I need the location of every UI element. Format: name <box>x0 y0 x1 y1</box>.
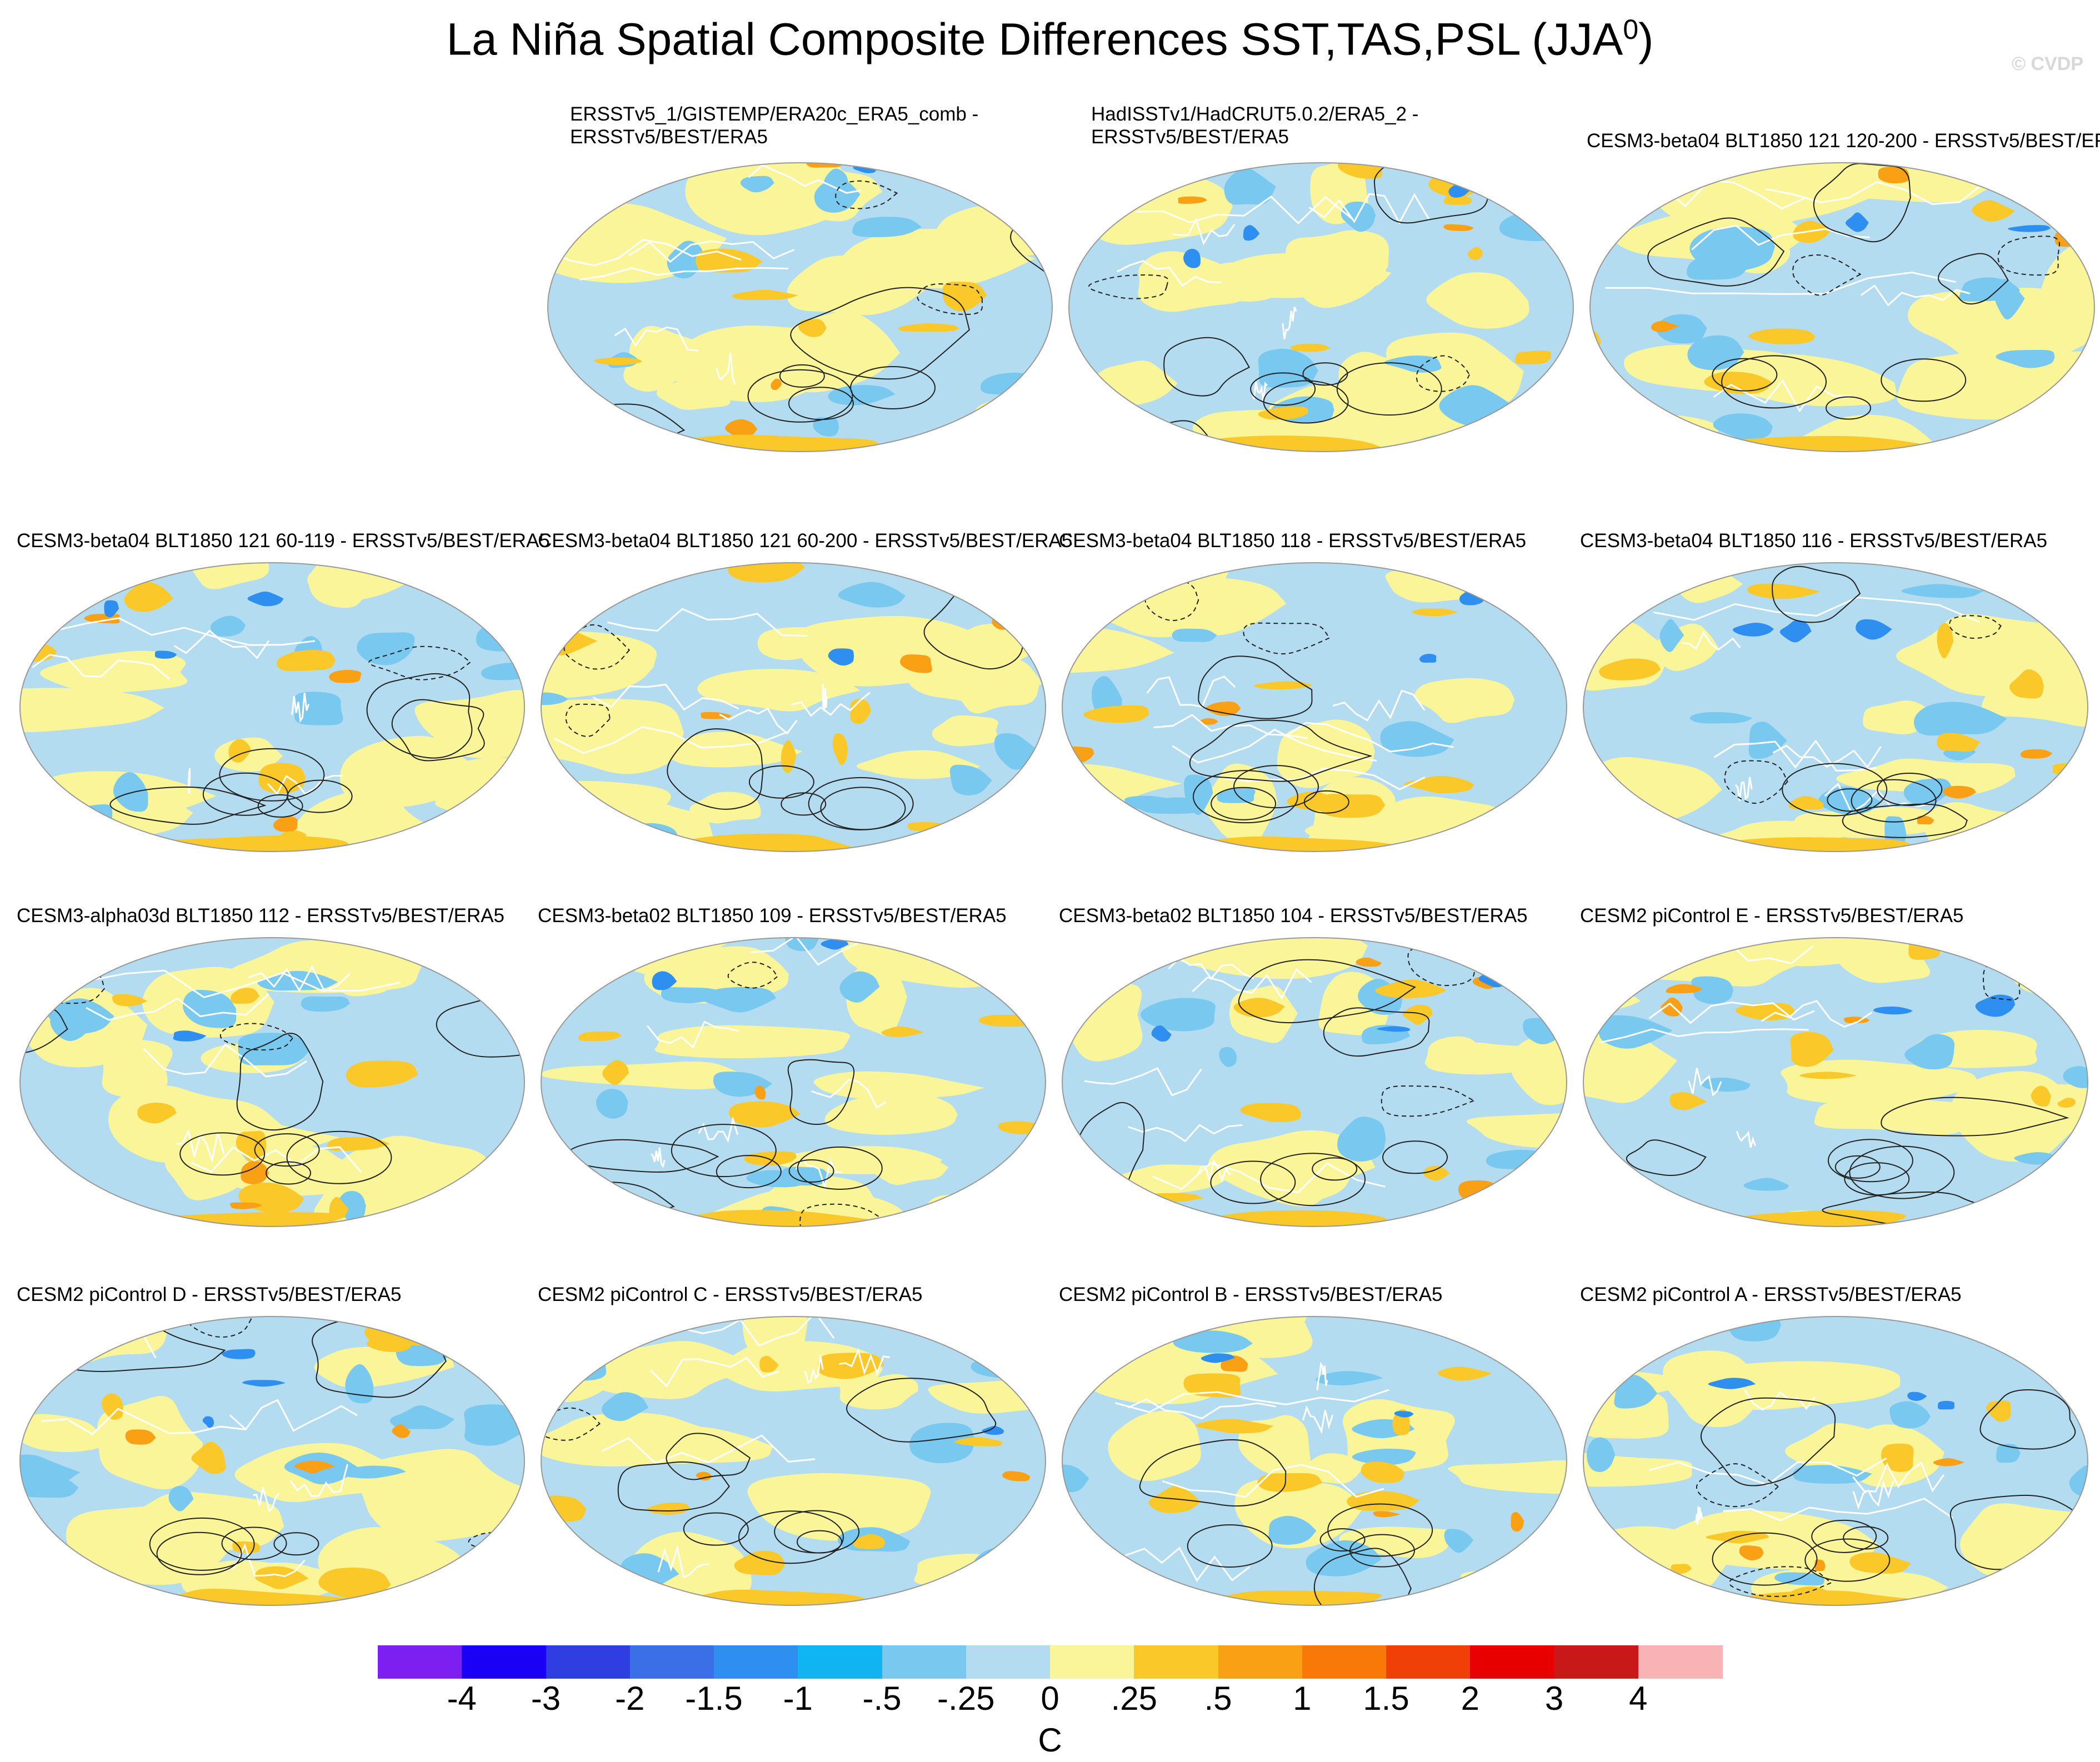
colorbar-tick-label: -.5 <box>862 1680 902 1717</box>
colorbar-tick-label: 3 <box>1544 1680 1564 1717</box>
global-map <box>1583 1316 2088 1606</box>
colorbar-box <box>882 1645 967 1679</box>
cvdp-watermark: © CVDP <box>2012 53 2083 74</box>
map-panel: CESM2 piControl B - ERSSTv5/BEST/ERA5 <box>1059 1257 1581 1612</box>
map-panel: CESM3-beta04 BLT1850 116 - ERSSTv5/BEST/… <box>1580 503 2100 858</box>
colorbar-tick-label: -1 <box>783 1680 813 1717</box>
colorbar-tick-label: .5 <box>1204 1680 1232 1717</box>
global-map <box>1062 1316 1567 1606</box>
global-map <box>1062 937 1567 1227</box>
colorbar-tick-label: 1 <box>1293 1680 1312 1717</box>
colorbar-box <box>462 1645 546 1679</box>
colorbar-box <box>1386 1645 1471 1679</box>
map-panel: CESM2 piControl E - ERSSTv5/BEST/ERA5 <box>1580 878 2100 1233</box>
global-map <box>1068 162 1574 452</box>
map-panel: ERSSTv5_1/GISTEMP/ERA20c_ERA5_comb - ERSS… <box>544 103 1067 458</box>
map-panel: CESM3-beta02 BLT1850 104 - ERSSTv5/BEST/… <box>1059 878 1581 1233</box>
colorbar-tick-label: 1.5 <box>1363 1680 1409 1717</box>
global-map <box>1589 162 2095 452</box>
colorbar-box <box>378 1645 462 1679</box>
panel-title: CESM2 piControl A - ERSSTv5/BEST/ERA5 <box>1580 1284 1962 1305</box>
colorbar-tick-label: -.25 <box>937 1680 995 1717</box>
map-panel: CESM3-beta04 BLT1850 121 120-200 - ERSST… <box>1587 103 2100 458</box>
map-panel: CESM3-beta04 BLT1850 118 - ERSSTv5/BEST/… <box>1059 503 1581 858</box>
panel-title: CESM2 piControl D - ERSSTv5/BEST/ERA5 <box>17 1284 402 1305</box>
global-map <box>19 1316 525 1606</box>
map-panel: CESM2 piControl D - ERSSTv5/BEST/ERA5 <box>17 1257 539 1612</box>
colorbar-box <box>1134 1645 1218 1679</box>
global-map <box>541 1316 1046 1606</box>
colorbar-box <box>629 1645 714 1679</box>
panel-title: HadISSTv1/HadCRUT5.0.2/ERA5_2 - ERSSTv5/B… <box>1091 103 1419 148</box>
global-map <box>1583 562 2088 852</box>
colorbar-tick-label: -4 <box>447 1680 477 1717</box>
global-map <box>541 562 1046 852</box>
colorbar-box <box>1470 1645 1554 1679</box>
panel-title: CESM2 piControl C - ERSSTv5/BEST/ERA5 <box>538 1284 923 1305</box>
panel-title: ERSSTv5_1/GISTEMP/ERA20c_ERA5_comb - ERSS… <box>570 103 979 148</box>
map-panel: CESM2 piControl C - ERSSTv5/BEST/ERA5 <box>538 1257 1060 1612</box>
panel-title: CESM2 piControl E - ERSSTv5/BEST/ERA5 <box>1580 905 1964 927</box>
global-map <box>19 562 525 852</box>
colorbar-tick-label: .25 <box>1111 1680 1157 1717</box>
colorbar-box <box>1554 1645 1639 1679</box>
global-map <box>541 937 1046 1227</box>
colorbar-tick-label: 0 <box>1041 1680 1059 1717</box>
colorbar-tick-label: 2 <box>1461 1680 1479 1717</box>
colorbar-box <box>714 1645 798 1679</box>
colorbar-box <box>1050 1645 1134 1679</box>
colorbar <box>378 1645 1723 1679</box>
colorbar-tick-label: -2 <box>615 1680 645 1717</box>
map-panel: CESM3-beta04 BLT1850 121 60-119 - ERSSTv… <box>17 503 550 858</box>
colorbar-box <box>966 1645 1051 1679</box>
global-map <box>19 937 525 1227</box>
panel-title: CESM3-beta04 BLT1850 121 120-200 - ERSST… <box>1587 130 2100 152</box>
global-map <box>547 162 1053 452</box>
global-map <box>1062 562 1567 852</box>
colorbar-box <box>1638 1645 1723 1679</box>
map-panel: CESM3-beta04 BLT1850 121 60-200 - ERSSTv… <box>538 503 1073 858</box>
colorbar-units: C <box>1038 1721 1062 1759</box>
colorbar-tick-label: 4 <box>1629 1680 1648 1717</box>
panel-title: CESM3-beta04 BLT1850 116 - ERSSTv5/BEST/… <box>1580 530 2048 552</box>
panel-title: CESM2 piControl B - ERSSTv5/BEST/ERA5 <box>1059 1284 1443 1305</box>
global-map <box>1583 937 2088 1227</box>
map-panel: HadISSTv1/HadCRUT5.0.2/ERA5_2 - ERSSTv5/B… <box>1066 103 1588 458</box>
panel-title: CESM3-beta04 BLT1850 121 60-200 - ERSSTv… <box>538 530 1073 552</box>
panel-title: CESM3-beta04 BLT1850 118 - ERSSTv5/BEST/… <box>1059 530 1527 552</box>
map-panel: CESM3-alpha03d BLT1850 112 - ERSSTv5/BES… <box>17 878 539 1233</box>
colorbar-box <box>798 1645 882 1679</box>
panel-title: CESM3-beta02 BLT1850 104 - ERSSTv5/BEST/… <box>1059 905 1528 927</box>
colorbar-tick-label: -1.5 <box>685 1680 743 1717</box>
figure-title: La Niña Spatial Composite Differences SS… <box>446 14 1654 65</box>
panel-title: CESM3-beta04 BLT1850 121 60-119 - ERSSTv… <box>17 530 550 552</box>
colorbar-box <box>546 1645 631 1679</box>
map-panel: CESM3-beta02 BLT1850 109 - ERSSTv5/BEST/… <box>538 878 1060 1233</box>
colorbar-tick-label: -3 <box>531 1680 561 1717</box>
panel-title: CESM3-alpha03d BLT1850 112 - ERSSTv5/BES… <box>17 905 505 927</box>
map-panel: CESM2 piControl A - ERSSTv5/BEST/ERA5 <box>1580 1257 2100 1612</box>
colorbar-box <box>1218 1645 1303 1679</box>
colorbar-box <box>1302 1645 1387 1679</box>
panel-title: CESM3-beta02 BLT1850 109 - ERSSTv5/BEST/… <box>538 905 1007 927</box>
